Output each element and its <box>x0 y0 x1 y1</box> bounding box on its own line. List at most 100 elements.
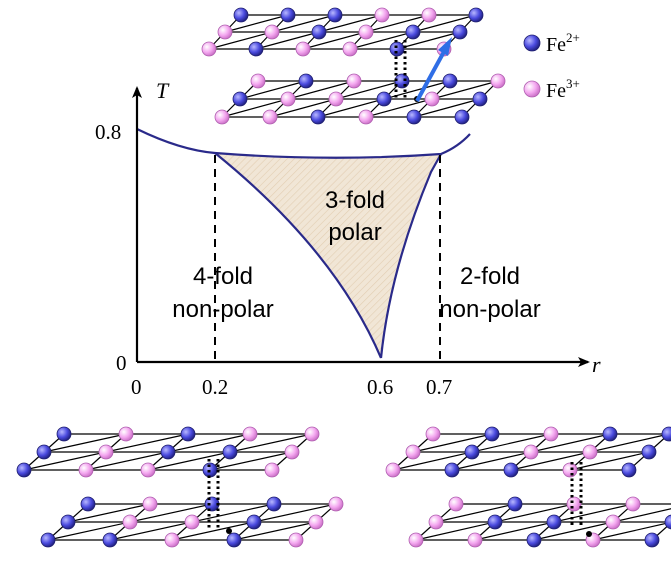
fe2-atom <box>311 24 327 40</box>
lattice-bond <box>651 522 671 541</box>
lattice-bilayer-top <box>201 7 506 125</box>
y-axis-label: T <box>156 78 170 103</box>
fe2-atom <box>180 426 196 442</box>
fe2-atom <box>442 73 458 89</box>
fe2-atom <box>60 514 76 530</box>
fe2-atom <box>16 462 32 478</box>
fe2-atom <box>664 514 671 530</box>
lattice-bond <box>209 451 293 471</box>
polarization-arrow <box>415 37 452 102</box>
fe2-atom <box>487 514 503 530</box>
fe2-atom <box>621 462 637 478</box>
fe3-atom <box>280 91 296 107</box>
fe2-atom <box>472 91 488 107</box>
fe2-atom <box>36 444 52 460</box>
fe2-atom <box>310 109 326 125</box>
fe3-atom <box>605 514 621 530</box>
lattice-bond <box>224 14 289 33</box>
fe2-atom <box>80 496 96 512</box>
fe2-atom <box>484 426 500 442</box>
upper-layer <box>16 426 320 478</box>
fe2-atom <box>503 462 519 478</box>
fe3-atom <box>346 73 362 89</box>
fe2-atom <box>464 444 480 460</box>
lattice-bond <box>233 521 317 541</box>
fe2-atom <box>389 41 405 57</box>
fe2-atom <box>246 514 262 530</box>
region-right-line2: non-polar <box>439 296 540 323</box>
fe3-atom <box>425 426 441 442</box>
fe3-marked-center <box>586 531 592 537</box>
lattice-bond <box>569 451 650 471</box>
fe3-atom <box>264 462 280 478</box>
lower-layer <box>408 496 671 548</box>
fe2-atom <box>280 7 296 23</box>
region-left-line2: non-polar <box>172 296 273 323</box>
fe3-atom <box>284 444 300 460</box>
fe3-atom <box>358 24 374 40</box>
left-phase-boundary <box>214 152 383 359</box>
x-axis-label: r <box>592 352 601 377</box>
fe2-atom <box>233 7 249 23</box>
fe2-marked-center <box>226 528 232 534</box>
upper-phase-boundary <box>136 128 471 159</box>
fe2-atom <box>661 426 671 442</box>
lattice-bond <box>592 521 671 541</box>
fe3-atom <box>566 496 582 512</box>
fe2-atom <box>444 462 460 478</box>
fe3-atom <box>374 7 390 23</box>
fe3-atom <box>122 514 138 530</box>
fe3-atom <box>217 24 233 40</box>
phase-plot: T r 0.8 0 0 0.2 0.6 0.7 4-fold non-polar… <box>95 78 601 399</box>
fe3-atom <box>140 462 156 478</box>
fe2-atom <box>454 109 470 125</box>
fe3-atom <box>342 41 358 57</box>
fe2-atom <box>327 7 343 23</box>
legend: Fe2+ Fe3+ <box>523 30 580 102</box>
fe2-atom <box>226 532 242 548</box>
lattice-bilayer-bottom-right <box>385 426 671 548</box>
right-phase-boundary <box>379 153 442 359</box>
upper-layer <box>385 426 671 478</box>
legend-fe3-marker <box>523 80 541 98</box>
upper-layer <box>201 7 484 57</box>
fe3-atom <box>164 532 180 548</box>
fe3-atom <box>523 444 539 460</box>
fe2-atom <box>40 532 56 548</box>
x-tick-0.2: 0.2 <box>202 375 228 399</box>
fe3-atom <box>118 426 134 442</box>
fe3-atom <box>250 73 266 89</box>
fe2-atom <box>468 7 484 23</box>
fe3-atom <box>328 91 344 107</box>
fe2-atom <box>406 109 422 125</box>
legend-fe3-label: Fe3+ <box>546 76 580 102</box>
region-center-line2: polar <box>328 219 381 246</box>
fe3-atom <box>214 109 230 125</box>
fe2-atom <box>405 24 421 40</box>
fe2-atom <box>248 41 264 57</box>
lower-layer <box>214 73 506 125</box>
legend-fe2-marker <box>523 34 541 52</box>
fe3-atom <box>562 462 578 478</box>
lower-layer <box>40 496 344 548</box>
fe3-atom <box>405 444 421 460</box>
fe2-atom <box>232 91 248 107</box>
y-tick-0.8: 0.8 <box>95 120 121 144</box>
fe3-atom <box>385 462 401 478</box>
fe2-atom <box>222 444 238 460</box>
region-left-line1: 4-fold <box>193 263 253 290</box>
fe2-atom <box>526 532 542 548</box>
y-tick-0: 0 <box>116 351 127 375</box>
lattice-bond <box>43 433 127 453</box>
fe2-atom <box>641 444 657 460</box>
lattice-bond <box>396 31 461 50</box>
fe3-atom <box>582 444 598 460</box>
fe3-atom <box>490 73 506 89</box>
fe3-atom <box>543 426 559 442</box>
lattice-bond <box>413 98 481 118</box>
fe3-atom <box>328 496 344 512</box>
fe3-atom <box>201 41 217 57</box>
fe3-atom <box>288 532 304 548</box>
fe3-atom <box>424 91 440 107</box>
